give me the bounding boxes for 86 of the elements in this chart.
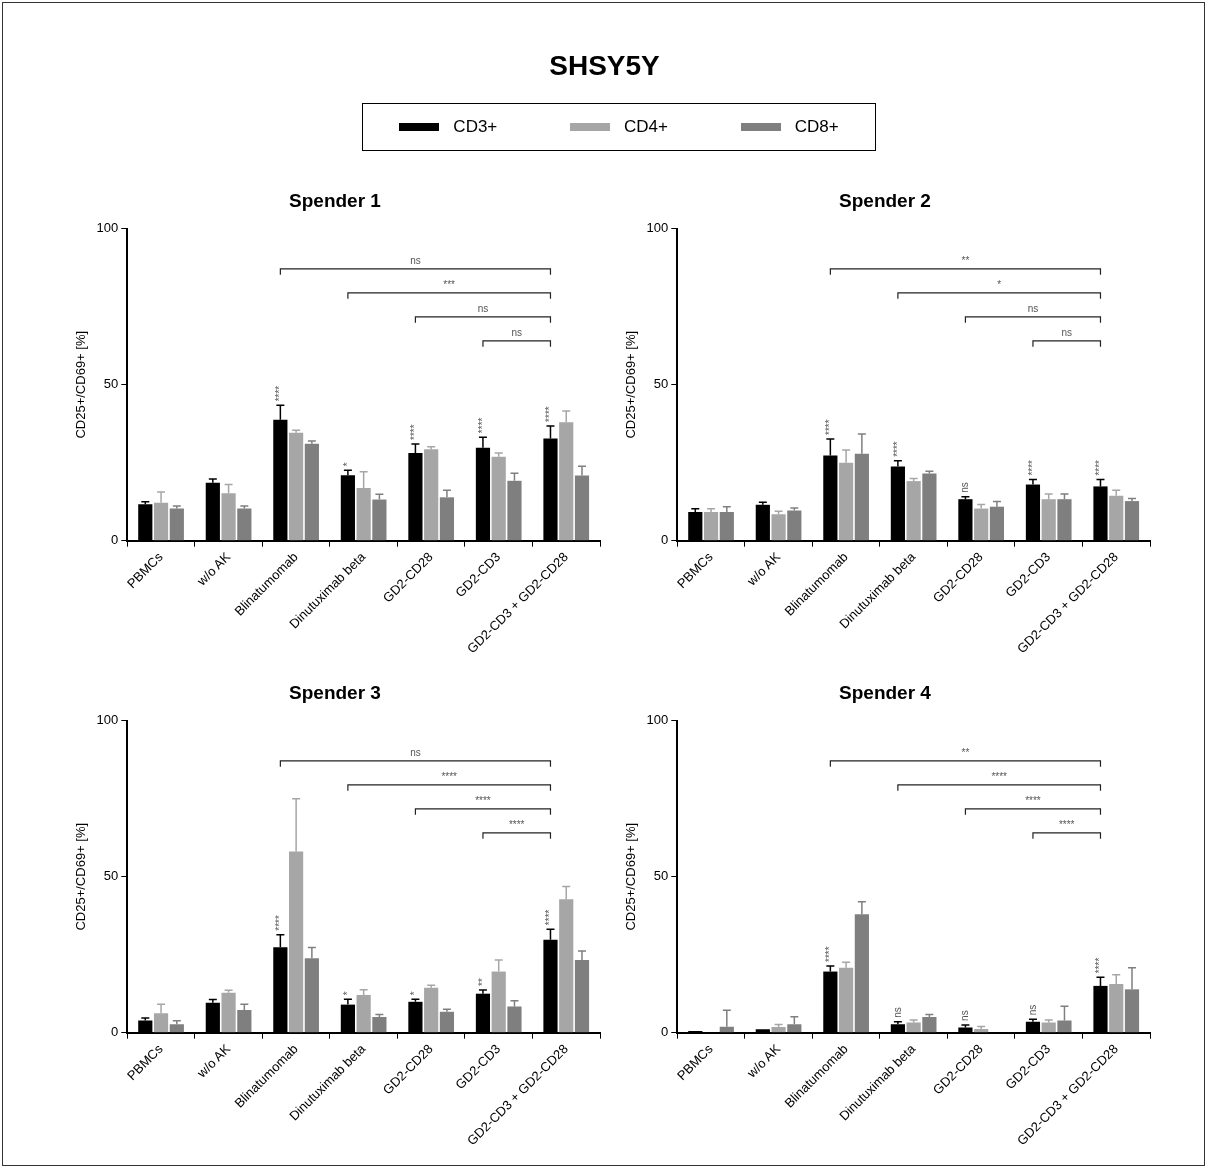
bar <box>922 1017 937 1033</box>
data-label: ns <box>959 482 971 493</box>
data-label: * <box>409 991 421 996</box>
bar <box>787 510 802 541</box>
x-tick-label: w/o AK <box>193 1041 234 1082</box>
annotation: **** <box>441 770 458 782</box>
y-tick-label: 50 <box>103 868 119 884</box>
data-label: * <box>341 462 353 467</box>
y-tick-label: 0 <box>661 532 669 548</box>
y-tick-label: 0 <box>661 1024 669 1040</box>
data-label: **** <box>274 915 286 931</box>
chart-title: Spender 2 <box>839 189 931 211</box>
data-label: **** <box>409 424 421 440</box>
data-label: **** <box>544 406 556 422</box>
bar <box>906 1022 921 1033</box>
y-tick-label: 100 <box>646 220 669 236</box>
y-tick-label: 0 <box>111 1024 119 1040</box>
bar <box>771 514 786 541</box>
annotation: **** <box>991 770 1008 782</box>
bar <box>922 473 937 541</box>
data-label: **** <box>824 946 836 962</box>
bar <box>372 1017 387 1033</box>
y-tick-label: 50 <box>653 868 669 884</box>
annotation: **** <box>1058 818 1075 830</box>
data-label: ns <box>959 1010 971 1021</box>
bar <box>491 456 506 541</box>
legend-label: CD8+ <box>794 117 839 137</box>
bar <box>169 1024 184 1033</box>
y-axis-title: CD25+/CD69+ [%] <box>623 822 639 931</box>
annotation: * <box>997 278 1002 290</box>
data-label: ns <box>1026 1004 1038 1016</box>
bar <box>221 992 236 1033</box>
legend-label: CD4+ <box>624 117 668 137</box>
data-label: ** <box>476 978 488 986</box>
bar <box>237 508 252 541</box>
chart-title: Spender 4 <box>839 681 932 703</box>
y-tick-label: 50 <box>653 376 669 392</box>
data-label: **** <box>544 909 556 926</box>
annotation: ** <box>961 746 970 758</box>
chart-title: Spender 3 <box>289 681 381 703</box>
bar <box>304 443 319 541</box>
annotation: **** <box>475 794 491 806</box>
data-label: * <box>341 991 353 996</box>
data-label: **** <box>824 419 836 436</box>
annotation: ns <box>511 326 522 338</box>
annotation: **** <box>1025 794 1041 806</box>
bar <box>771 1027 786 1033</box>
annotation: ns <box>1027 302 1039 314</box>
annotation: **** <box>508 818 525 830</box>
annotation: ns <box>410 746 421 758</box>
annotation: ns <box>410 254 421 266</box>
bar <box>1041 1022 1056 1033</box>
y-tick-label: 50 <box>103 376 119 392</box>
x-tick-label: w/o AK <box>743 1041 784 1082</box>
data-label: **** <box>1094 459 1106 476</box>
bar <box>439 1011 455 1033</box>
y-axis-title: CD25+/CD69+ [%] <box>73 822 89 931</box>
data-label: **** <box>476 417 488 434</box>
legend-label: CD3+ <box>453 117 498 137</box>
bar <box>1124 501 1140 541</box>
y-tick-label: 100 <box>646 712 669 728</box>
bar <box>424 449 439 541</box>
chart-title: SHSY5Y <box>548 50 661 82</box>
y-tick-label: 0 <box>111 532 119 548</box>
data-label: **** <box>274 385 286 402</box>
y-tick-label: 100 <box>96 712 119 728</box>
annotation: ** <box>961 254 970 266</box>
annotation: *** <box>443 278 456 290</box>
data-label: **** <box>1026 459 1038 476</box>
bar <box>424 987 439 1033</box>
x-tick-label: w/o AK <box>743 549 784 590</box>
bar <box>169 508 184 541</box>
y-axis-title: CD25+/CD69+ [%] <box>73 330 89 439</box>
y-tick-label: 100 <box>96 220 119 236</box>
data-label: **** <box>1094 957 1106 974</box>
chart-subtitle: Spender 1 <box>289 189 382 211</box>
annotation: ns <box>1061 326 1072 338</box>
data-label: **** <box>891 441 903 457</box>
data-label: ns <box>891 1007 903 1018</box>
bar <box>906 481 921 541</box>
y-axis-title: CD25+/CD69+ [%] <box>623 330 639 439</box>
bar <box>974 508 989 541</box>
bar <box>289 432 304 541</box>
bar <box>703 511 719 541</box>
x-tick-label: w/o AK <box>193 549 234 590</box>
annotation: ns <box>477 302 489 314</box>
